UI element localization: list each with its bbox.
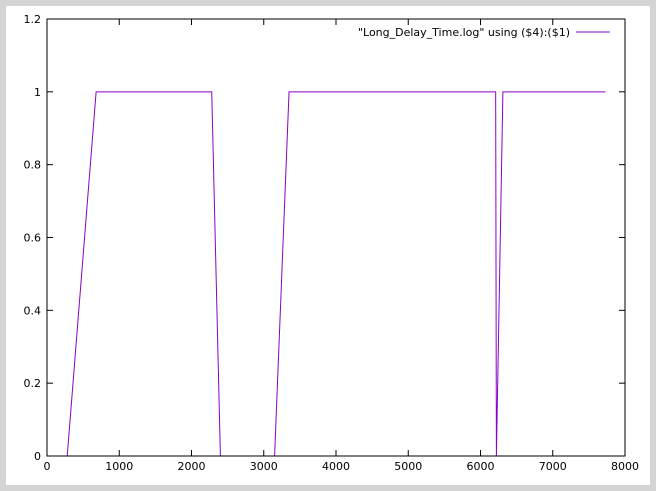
y-tick-label: 0.8 [24,159,42,172]
x-tick-label: 7000 [539,460,567,473]
y-tick-label: 0.2 [24,377,42,390]
y-tick-label: 0.6 [24,232,42,245]
y-tick-label: 0 [34,450,41,463]
legend: "Long_Delay_Time.log" using ($4):($1) [358,26,610,39]
chart-frame: 0 1000 2000 3000 4000 5000 6000 7000 8000 0 0.2 0.4… [6,6,650,485]
y-tick-label: 1.2 [24,13,42,26]
y-tick-label: 1 [34,86,41,99]
series-line [66,91,606,457]
plot-border [46,18,626,457]
y-tick-label: 0.4 [24,304,42,317]
x-tick-label: 4000 [322,460,350,473]
x-tick-label: 2000 [178,460,206,473]
line-chart: 0 1000 2000 3000 4000 5000 6000 7000 8000 0 0.2 0.4… [24,13,640,473]
x-tick-label: 6000 [467,460,495,473]
x-tick-label: 0 [44,460,51,473]
x-tick-label: 3000 [250,460,278,473]
x-tick-label: 5000 [394,460,422,473]
legend-label: "Long_Delay_Time.log" using ($4):($1) [358,26,570,39]
x-tick-label: 8000 [611,460,639,473]
x-tick-label: 1000 [105,460,133,473]
